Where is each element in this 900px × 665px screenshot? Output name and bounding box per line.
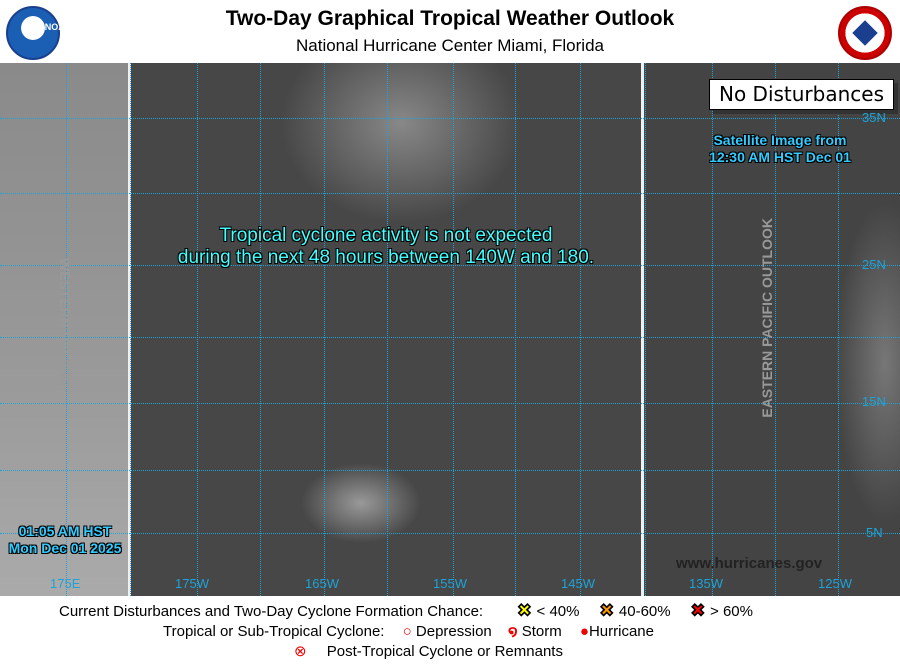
grid-meridian — [324, 63, 325, 596]
longitude-label: 175E — [50, 576, 81, 591]
latitude-label: 35N — [862, 110, 886, 125]
header: NOAA Two-Day Graphical Tropical Weather … — [0, 0, 900, 63]
grid-meridian — [645, 63, 646, 596]
grid-meridian — [515, 63, 516, 596]
western-pacific-panel — [0, 63, 128, 596]
storm-icon: ໑ — [507, 623, 518, 640]
grid-parallel — [0, 265, 900, 266]
longitude-label: 155W — [433, 576, 467, 591]
panel-divider — [128, 63, 131, 596]
grid-meridian — [712, 63, 713, 596]
satellite-line: Satellite Image from — [713, 132, 847, 148]
eastern-pacific-label: EASTERN PACIFIC OUTLOOK — [759, 218, 775, 418]
grid-parallel — [0, 193, 900, 194]
legend-label: Tropical or Sub-Tropical Cyclone: — [163, 623, 385, 640]
issued-time: 01:05 AM HST Mon Dec 01 2025 — [0, 523, 130, 557]
satellite-map: WESTERN PACIFIC EASTERN PACIFIC OUTLOOK … — [0, 63, 900, 596]
legend-row-formation: Current Disturbances and Two-Day Cyclone… — [59, 601, 753, 621]
grid-meridian — [387, 63, 388, 596]
depression-icon: ○ — [402, 623, 412, 640]
satellite-line: 12:30 AM HST Dec 01 — [709, 149, 851, 165]
x-orange-icon: ✖ — [599, 601, 614, 621]
grid-parallel — [0, 337, 900, 338]
grid-parallel — [0, 470, 900, 471]
latitude-label: 15N — [862, 394, 886, 409]
noaa-logo-text: NOAA — [44, 22, 72, 32]
grid-meridian — [197, 63, 198, 596]
x-red-icon: ✖ — [690, 601, 706, 621]
post-tropical-icon: ⊗ — [294, 643, 307, 660]
grid-meridian — [775, 63, 776, 596]
legend-post-tropical: Post-Tropical Cyclone or Remnants — [326, 643, 563, 660]
grid-meridian — [580, 63, 581, 596]
grid-meridian — [66, 63, 67, 596]
legend-med: 40-60% — [618, 603, 671, 620]
grid-parallel — [0, 533, 900, 534]
satellite-time: Satellite Image from 12:30 AM HST Dec 01 — [680, 132, 880, 166]
issued-line: Mon Dec 01 2025 — [8, 540, 122, 556]
grid-parallel — [0, 403, 900, 404]
longitude-label: 165W — [305, 576, 339, 591]
legend-high: > 60% — [710, 603, 753, 620]
central-pacific-panel — [131, 63, 641, 596]
legend-storm: Storm — [521, 623, 562, 640]
legend-row-post-tropical: ⊗ Post-Tropical Cyclone or Remnants — [294, 642, 563, 660]
grid-parallel — [0, 118, 900, 119]
legend-low: < 40% — [536, 603, 580, 620]
status-box: No Disturbances — [709, 79, 894, 110]
website-watermark: www.hurricanes.gov — [676, 555, 823, 572]
eastern-pacific-panel — [645, 63, 900, 596]
longitude-label: 135W — [689, 576, 723, 591]
nws-logo — [838, 6, 892, 60]
panel-divider — [641, 63, 644, 596]
grid-meridian — [453, 63, 454, 596]
issued-line: 01:05 AM HST — [18, 523, 112, 539]
outlook-message: Tropical cyclone activity is not expecte… — [131, 225, 641, 269]
legend-row-cyclone: Tropical or Sub-Tropical Cyclone: ○ Depr… — [163, 622, 654, 640]
grid-meridian — [838, 63, 839, 596]
latitude-label: 5N — [866, 525, 883, 540]
page-subtitle: National Hurricane Center Miami, Florida — [295, 36, 604, 55]
longitude-label: 175W — [175, 576, 209, 591]
noaa-logo: NOAA — [6, 6, 71, 60]
legend-depression: Depression — [415, 623, 492, 640]
legend-hurricane: Hurricane — [588, 623, 654, 640]
message-line: during the next 48 hours between 140W an… — [177, 247, 595, 268]
grid-meridian — [130, 63, 131, 596]
hurricane-icon: ● — [579, 623, 589, 640]
legend-label: Current Disturbances and Two-Day Cyclone… — [59, 603, 484, 620]
longitude-label: 145W — [561, 576, 595, 591]
latitude-label: 25N — [862, 257, 886, 272]
message-line: Tropical cyclone activity is not expecte… — [219, 225, 553, 246]
page-title: Two-Day Graphical Tropical Weather Outlo… — [225, 7, 675, 30]
x-yellow-icon: ✖ — [517, 601, 532, 621]
longitude-label: 125W — [818, 576, 852, 591]
grid-meridian — [260, 63, 261, 596]
western-pacific-label: WESTERN PACIFIC — [57, 258, 73, 387]
